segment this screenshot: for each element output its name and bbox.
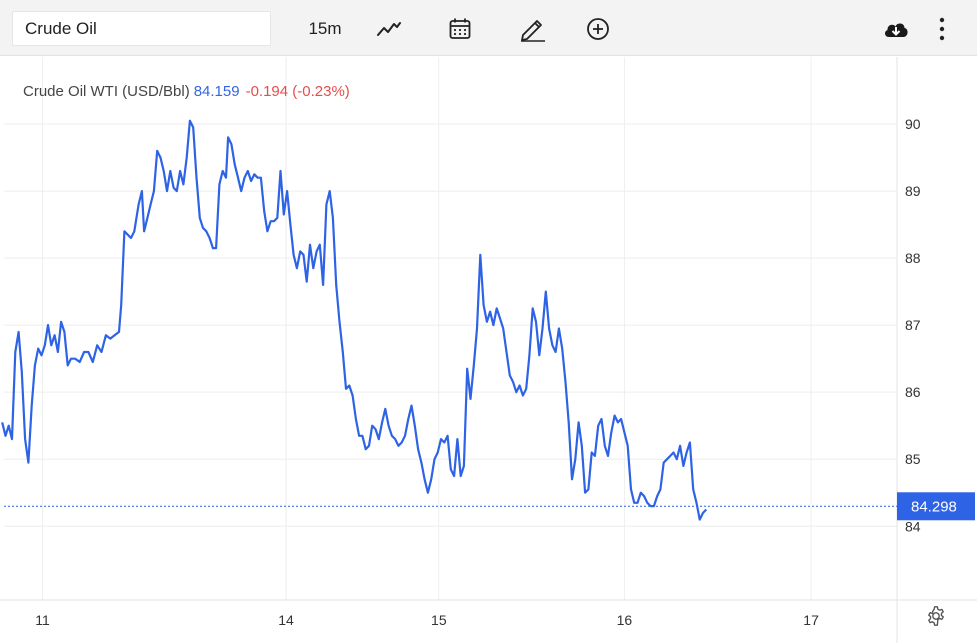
x-tick-label: 15 <box>431 612 447 628</box>
more-vertical-icon <box>939 17 945 41</box>
symbol-search-input[interactable] <box>12 11 271 46</box>
interval-button[interactable]: 15m <box>298 14 352 44</box>
y-tick-label: 87 <box>905 317 921 333</box>
x-tick-label: 16 <box>617 612 633 628</box>
y-tick-label: 86 <box>905 384 921 400</box>
chart-settings-button[interactable] <box>925 605 947 627</box>
y-axis: 84 85 86 87 88 89 90 <box>905 116 921 534</box>
more-menu-button[interactable] <box>932 14 952 44</box>
draw-button[interactable] <box>515 14 549 44</box>
y-tick-label: 90 <box>905 116 921 132</box>
pencil-icon <box>517 16 547 42</box>
legend-change: -0.194 (-0.23%) <box>245 83 350 100</box>
calendar-icon <box>448 17 472 41</box>
line-chart-icon <box>376 20 402 38</box>
current-price-tag-bg <box>897 492 975 521</box>
legend-name: Crude Oil WTI (USD/Bbl) <box>23 83 190 100</box>
add-indicator-button[interactable] <box>584 14 612 44</box>
x-tick-label: 11 <box>35 612 50 628</box>
download-button[interactable] <box>881 14 911 44</box>
chart-legend: Crude Oil WTI (USD/Bbl) 84.159 -0.194 (-0.… <box>23 83 350 100</box>
current-price-tag: 84.298 <box>897 492 975 521</box>
x-tick-label: 14 <box>278 612 294 628</box>
chart-grid <box>0 57 977 643</box>
price-series-line <box>1 119 708 521</box>
y-tick-label: 89 <box>905 183 921 199</box>
calendar-button[interactable] <box>445 14 475 44</box>
y-tick-label: 85 <box>905 451 921 467</box>
legend-last-price: 84.159 <box>193 83 240 100</box>
x-tick-label: 17 <box>803 612 819 628</box>
y-tick-label: 88 <box>905 250 921 266</box>
toolbar: 15m <box>0 0 977 56</box>
y-tick-label: 84 <box>905 518 921 534</box>
cloud-download-icon <box>882 18 910 40</box>
chart-type-button[interactable] <box>372 14 406 44</box>
current-price-label: 84.298 <box>911 498 957 515</box>
x-axis: 11 14 15 16 17 <box>35 612 819 628</box>
plus-circle-icon <box>586 17 610 41</box>
gear-icon <box>925 606 947 631</box>
